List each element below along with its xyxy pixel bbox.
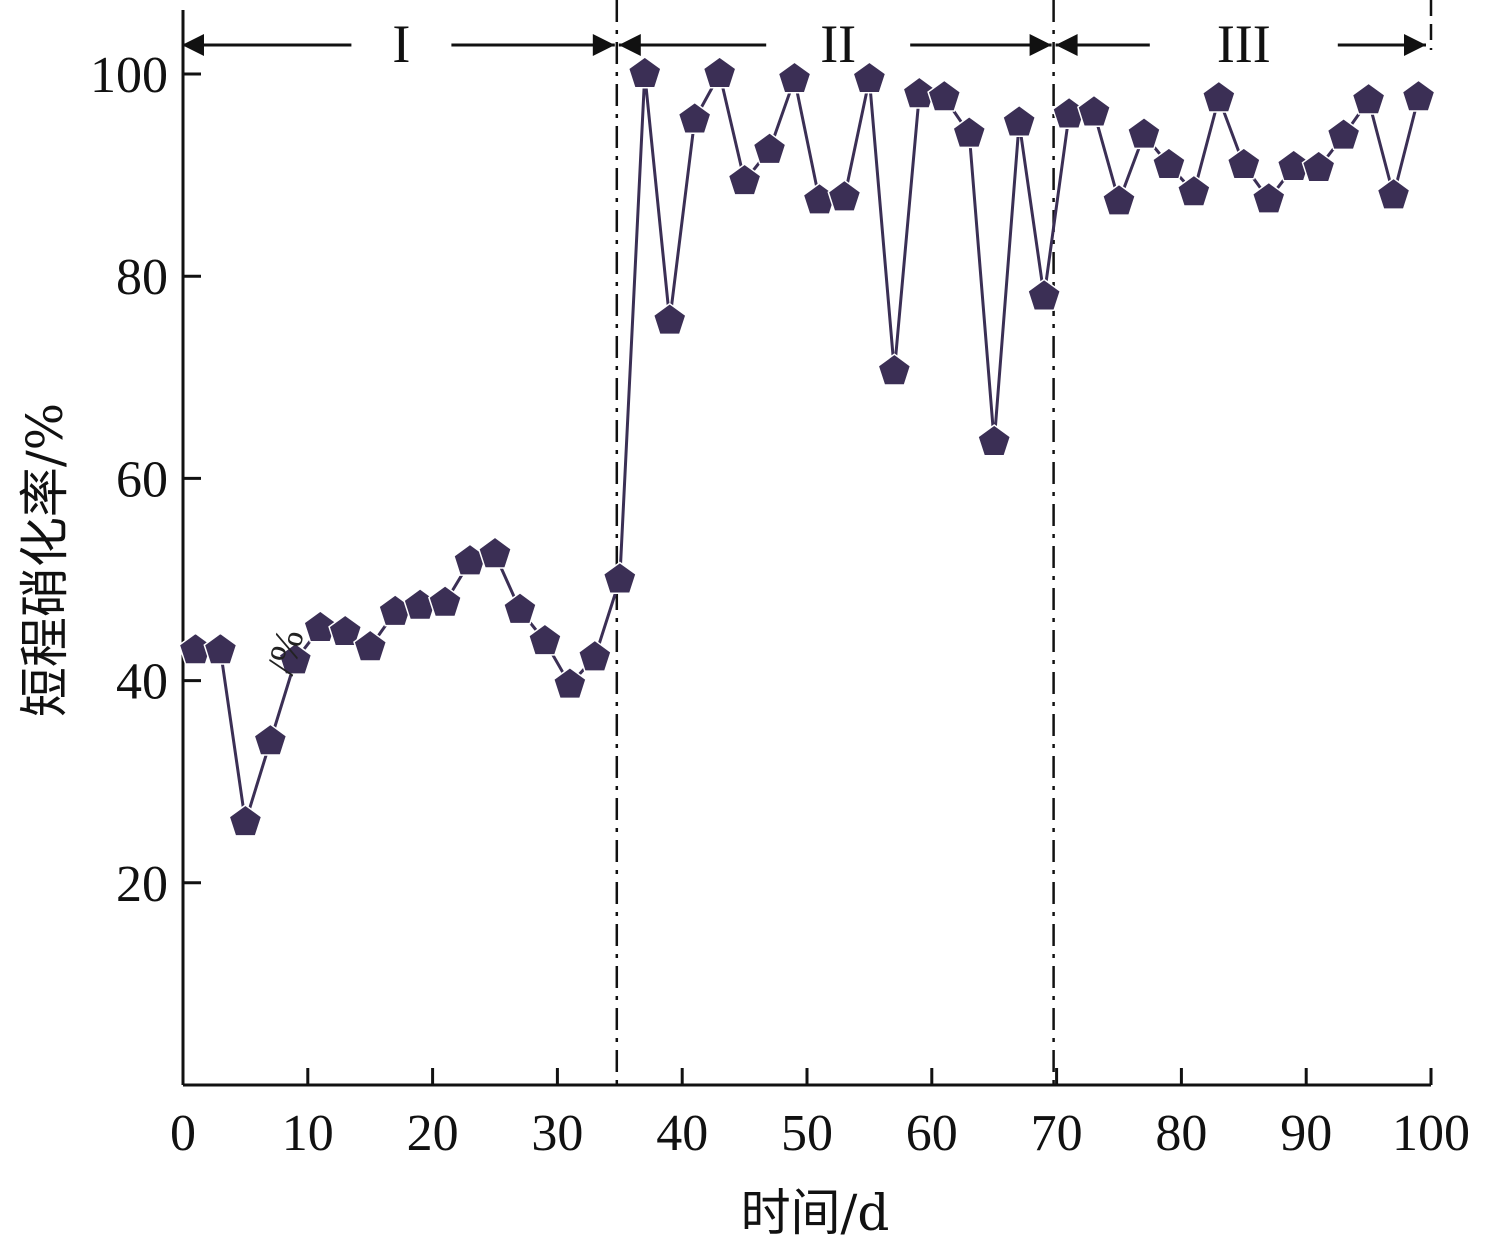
y-tick-label: 60: [116, 451, 168, 508]
series-layer: [178, 56, 1436, 837]
data-point: [228, 804, 263, 837]
data-point: [1326, 117, 1361, 151]
data-point: [902, 76, 937, 109]
y-tick-label: 40: [116, 654, 168, 711]
x-tick-label: 20: [407, 1105, 459, 1162]
data-point: [727, 163, 762, 196]
data-point: [428, 584, 463, 618]
y-tick-label: 100: [90, 47, 168, 104]
data-point: [203, 632, 238, 665]
data-point: [927, 79, 962, 112]
data-point: [577, 639, 612, 672]
data-point: [1101, 183, 1137, 216]
data-point: [1002, 104, 1037, 138]
y-tick-label: 20: [116, 856, 168, 913]
data-point: [1401, 79, 1436, 112]
data-point: [852, 61, 887, 94]
y-tick-label: 80: [116, 249, 168, 306]
data-point: [652, 302, 687, 336]
x-tick-label: 30: [531, 1105, 583, 1162]
axes: 0 10 20 30 40 50 60 70 80 90 100 20 40 60 80 100: [90, 10, 1470, 1162]
data-point: [877, 353, 912, 386]
data-point: [752, 131, 787, 165]
data-point: [527, 623, 562, 656]
phase-annotation: II: [618, 14, 1052, 74]
data-point: [1126, 116, 1161, 150]
phase-label: II: [820, 14, 856, 74]
x-axis-title: 时间/d: [741, 1184, 890, 1242]
x-tick-label: 10: [282, 1105, 334, 1162]
series-line: [195, 69, 1420, 823]
data-point: [777, 61, 812, 94]
data-point: [702, 56, 737, 89]
data-point: [977, 424, 1012, 457]
phase-annotation: III: [1055, 14, 1426, 74]
x-tick-label: 80: [1155, 1105, 1207, 1162]
data-point: [1201, 80, 1236, 113]
data-point: [502, 591, 537, 625]
phase-layer: I II III: [182, 0, 1433, 1090]
x-tick-label: 70: [1031, 1105, 1083, 1162]
data-point: [1077, 94, 1112, 127]
data-point: [477, 536, 513, 569]
y-axis-title: 短程硝化率/%: [16, 403, 74, 717]
data-point: [1351, 82, 1386, 115]
data-point: [602, 561, 637, 595]
data-point: [1376, 177, 1411, 210]
phase-annotation: I: [182, 14, 615, 74]
data-point: [253, 723, 288, 756]
data-point: [1226, 147, 1261, 180]
data-point: [677, 101, 712, 134]
data-point: [328, 614, 363, 647]
x-tick-label: 0: [170, 1105, 196, 1162]
data-point: [278, 642, 313, 675]
data-point: [827, 179, 862, 212]
x-tick-label: 60: [906, 1105, 958, 1162]
data-point: [627, 56, 662, 89]
x-tick-label: 50: [781, 1105, 833, 1162]
data-point: [303, 610, 338, 643]
data-point: [552, 666, 587, 700]
data-point: [1151, 147, 1186, 180]
x-tick-label: 90: [1280, 1105, 1332, 1162]
phase-label: I: [392, 14, 410, 74]
x-tick-label: 100: [1392, 1105, 1470, 1162]
data-point: [1301, 150, 1336, 183]
data-point: [952, 115, 987, 149]
data-point: [1251, 181, 1286, 214]
phase-label: III: [1217, 14, 1271, 74]
data-point: [1027, 278, 1062, 311]
x-tick-label: 40: [656, 1105, 708, 1162]
data-point: [1176, 174, 1211, 207]
data-point: [353, 629, 388, 662]
